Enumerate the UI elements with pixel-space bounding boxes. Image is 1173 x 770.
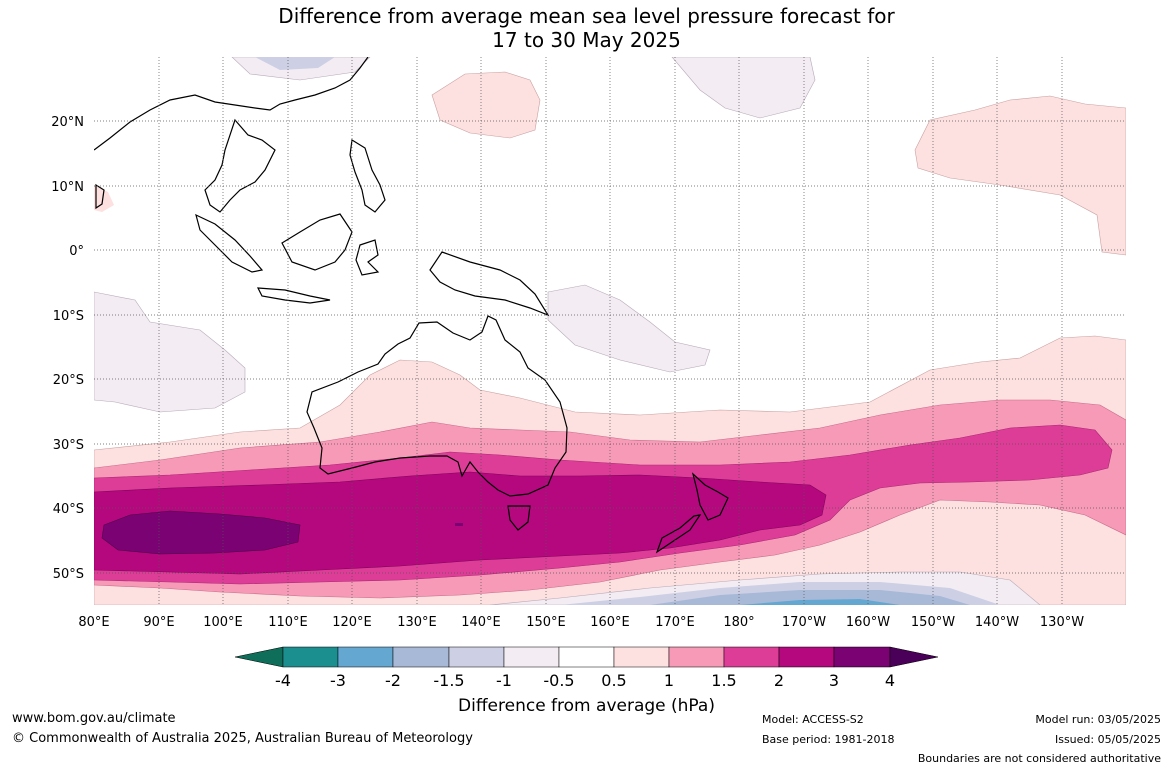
colorbar-tick-label: 0.5 [601, 671, 627, 690]
colorbar-swatch [282, 646, 339, 668]
colorbar-tick-label: -0.5 [543, 671, 575, 690]
colorbar-swatch [723, 646, 780, 668]
asia-mainland-coastline [94, 57, 369, 213]
lat-label: 0° [69, 244, 84, 259]
lon-label: 80°E [78, 615, 109, 630]
anomaly-region-neg-north-central [671, 57, 816, 119]
anomaly-speck [455, 523, 463, 526]
sumatra-coastline [195, 213, 264, 273]
website-link[interactable]: www.bom.gov.au/climate [12, 711, 176, 726]
model-run-date: Model run: 03/05/2025 [1035, 713, 1161, 726]
lon-label: 150°W [911, 615, 955, 630]
colorbar-tick-label: -2 [385, 671, 401, 690]
colorbar-extend-high [889, 646, 939, 668]
anomaly-region-3_2-south [740, 599, 900, 605]
java-coastline [256, 287, 331, 304]
colorbar-tick-label: 1.5 [711, 671, 737, 690]
lat-label: 40°S [53, 502, 84, 517]
lon-label: 130°E [397, 615, 437, 630]
colorbar [234, 646, 939, 668]
lat-label: 50°S [53, 567, 84, 582]
graticule [94, 57, 1126, 605]
anomaly-region-3_4 [101, 510, 301, 555]
colorbar-tick-label: 4 [884, 671, 896, 690]
coastlines [94, 57, 729, 554]
anomaly-region-0.5_1-west-edge [94, 185, 114, 212]
colorbar-swatch [613, 646, 670, 668]
model-name: Model: ACCESS-S2 [762, 713, 864, 726]
copyright-text: © Commonwealth of Australia 2025, Austra… [12, 731, 473, 746]
lon-label: 110°E [268, 615, 308, 630]
latitude-labels: 20°N 10°N 0° 10°S 20°S 30°S 40°S 50°S [51, 115, 84, 582]
lon-label: 150°E [526, 615, 566, 630]
colorbar-swatch [558, 646, 615, 668]
tasmania-coastline [507, 505, 531, 531]
new-zealand-north-coastline [691, 472, 729, 521]
title-line-1: Difference from average mean sea level p… [278, 4, 895, 28]
lat-label: 30°S [53, 438, 84, 453]
colorbar-swatch [668, 646, 725, 668]
boundaries-disclaimer: Boundaries are not considered authoritat… [917, 752, 1161, 765]
colorbar-tick-label: -4 [275, 671, 291, 690]
colorbar-title: Difference from average (hPa) [458, 696, 715, 716]
lon-label: 100°E [203, 615, 243, 630]
map-title: Difference from average mean sea level p… [0, 4, 1173, 52]
issued-date: Issued: 05/05/2025 [1054, 733, 1161, 746]
colorbar-swatch [337, 646, 394, 668]
anomaly-region-neg-coral-sea [547, 284, 711, 373]
colorbar-tick-label: -1.5 [433, 671, 465, 690]
lon-label: 120°E [332, 615, 372, 630]
colorbar-swatch [392, 646, 450, 668]
australia-coastline [306, 315, 568, 497]
base-period: Base period: 1981-2018 [762, 733, 895, 746]
lon-label: 170°E [655, 615, 695, 630]
anomaly-region-neg-indian-ocean [94, 291, 246, 413]
colorbar-tick-label: 1 [663, 671, 675, 690]
sri-lanka-coastline [95, 183, 105, 210]
lat-label: 10°S [53, 309, 84, 324]
lat-label: 20°S [53, 373, 84, 388]
colorbar-swatch [448, 646, 505, 668]
borneo-coastline [281, 213, 353, 271]
lon-label: 130°W [1040, 615, 1084, 630]
sulawesi-coastline [355, 239, 380, 276]
lat-label: 10°N [51, 180, 84, 195]
anomaly-region-2_1.5-south [650, 590, 970, 605]
colorbar-swatch [833, 646, 891, 668]
colorbar-tick-label: 3 [828, 671, 840, 690]
longitude-labels: 80°E 90°E 100°E 110°E 120°E 130°E 140°E … [78, 615, 1084, 630]
colorbar-tick-label: -1 [496, 671, 512, 690]
colorbar-swatch [778, 646, 835, 668]
lon-label: 140°W [975, 615, 1019, 630]
lon-label: 140°E [461, 615, 501, 630]
colorbar-swatch [503, 646, 560, 668]
lon-label: 160°E [590, 615, 630, 630]
colorbar-extend-low [234, 646, 284, 668]
title-line-2: 17 to 30 May 2025 [492, 28, 681, 52]
colorbar-tick-label: -3 [330, 671, 346, 690]
new-zealand-south-coastline [655, 514, 702, 554]
lon-label: 180° [723, 615, 754, 630]
philippines-coastline [349, 139, 386, 213]
anomaly-field [94, 57, 1126, 605]
anomaly-region-0.5_1-northeast [914, 95, 1126, 256]
new-guinea-coastline [429, 251, 550, 317]
anomaly-region-1.5_1-north-top-core [255, 57, 335, 70]
lon-label: 160°W [846, 615, 890, 630]
lat-label: 20°N [51, 115, 84, 130]
lon-label: 90°E [143, 615, 174, 630]
colorbar-tick-label: 2 [773, 671, 785, 690]
anomaly-region-0.5_1-north-central [431, 71, 541, 139]
lon-label: 170°W [782, 615, 826, 630]
